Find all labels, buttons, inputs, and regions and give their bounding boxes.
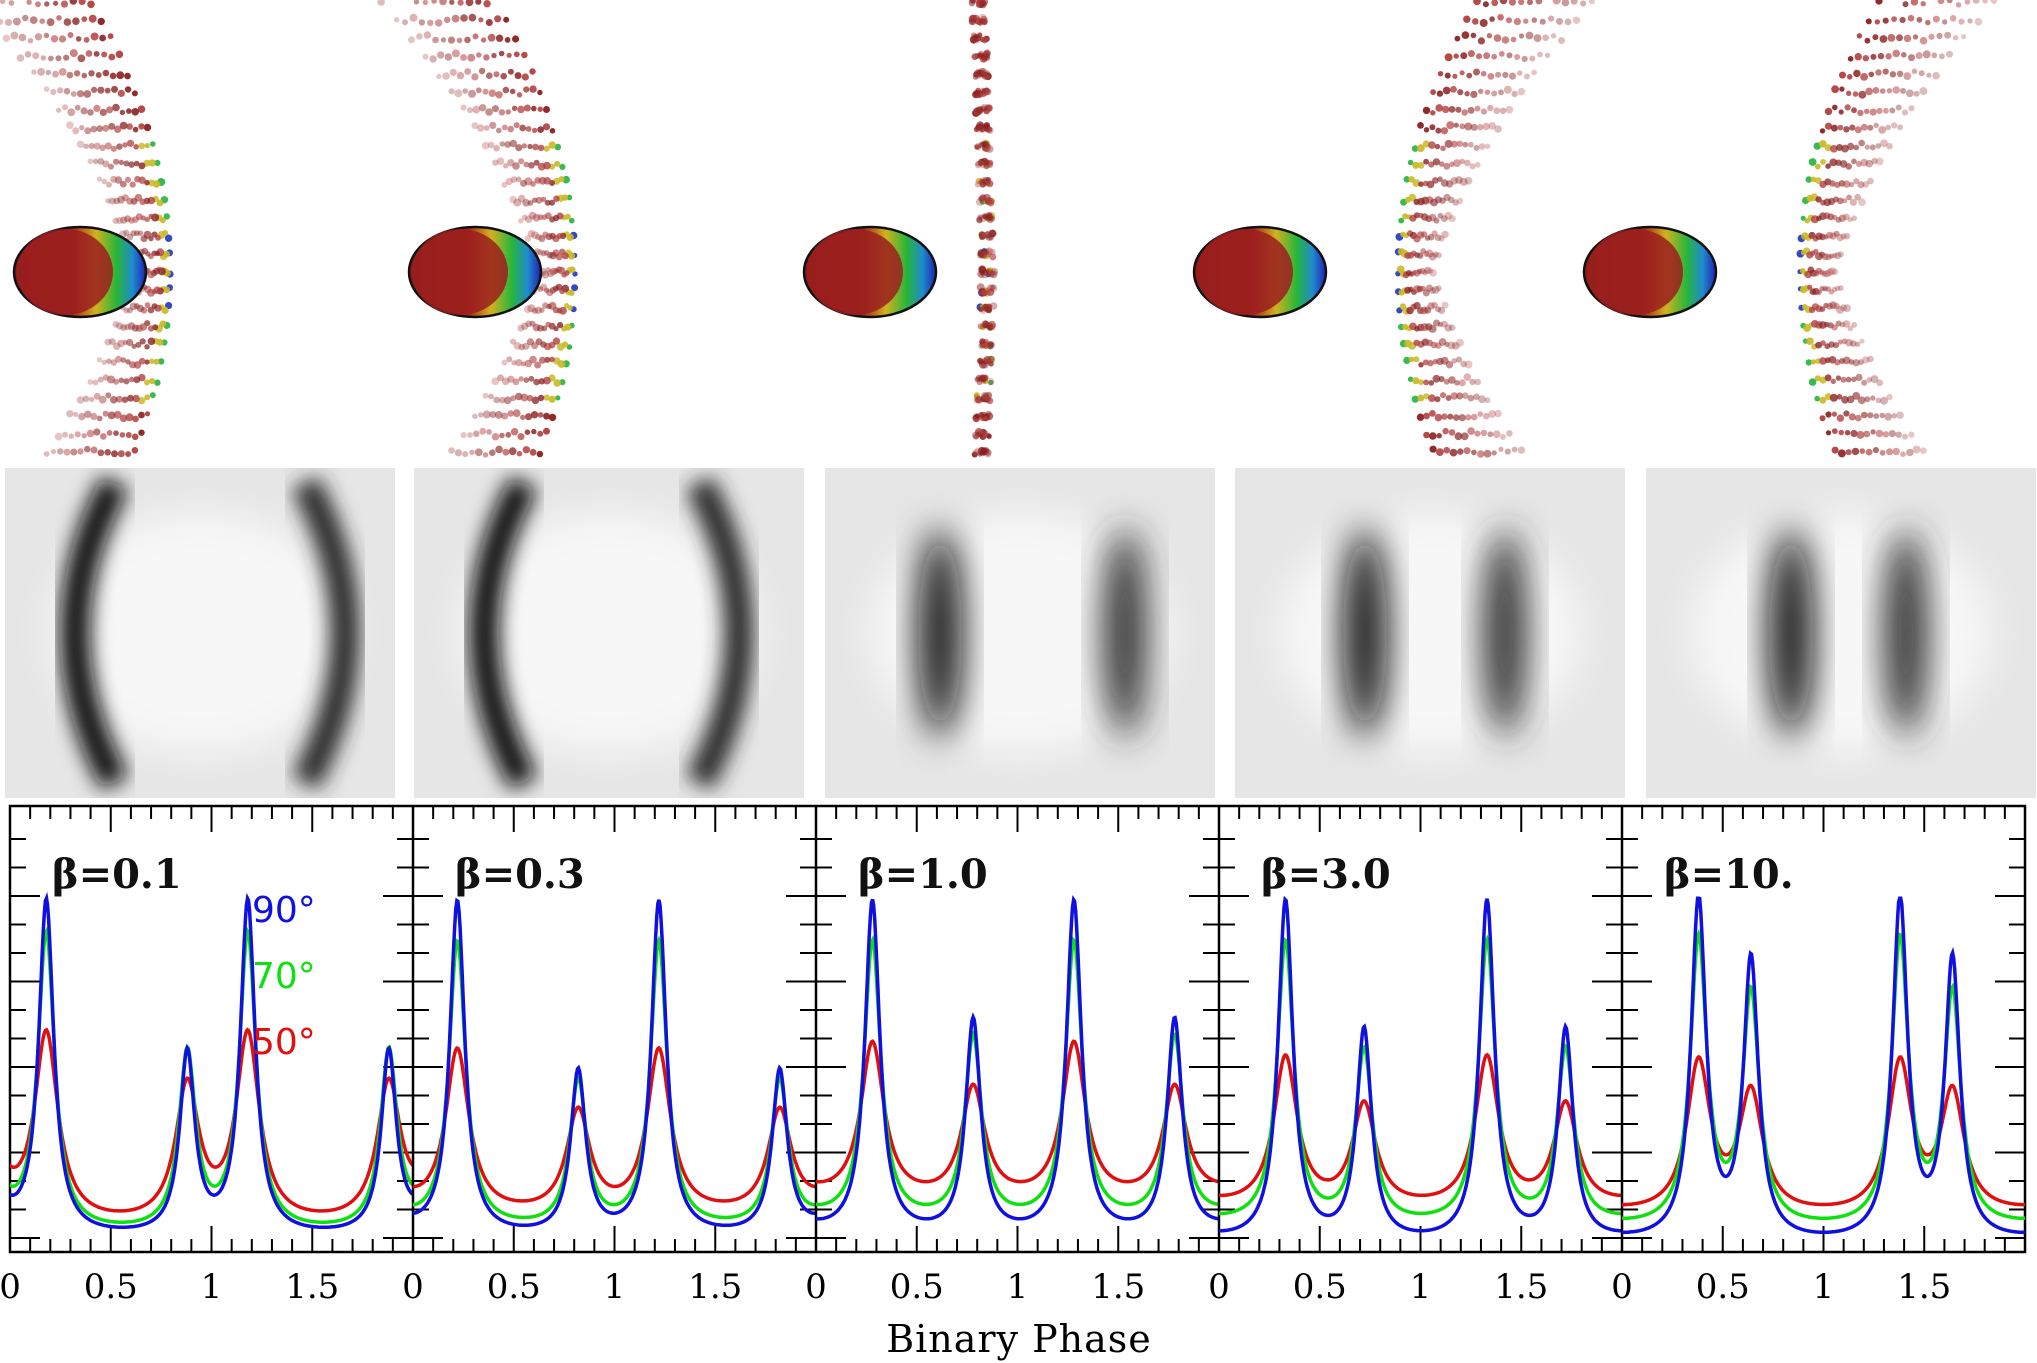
series-line-70deg — [1622, 928, 2025, 1221]
shock-render-3 — [802, 0, 999, 458]
legend-entry: 70° — [252, 956, 316, 997]
panel-label: β=1.0 — [858, 851, 988, 898]
simulation-3d-row — [0, 0, 1998, 458]
x-tick-label: 1.5 — [1494, 1267, 1548, 1307]
series-line-90deg — [1219, 895, 1622, 1233]
x-tick-label: 0.5 — [487, 1267, 541, 1307]
panel-label: β=0.1 — [52, 851, 182, 898]
panel-1: 0 0.5 1 1.5 β=0.1 — [0, 806, 413, 1307]
panel-label: β=0.3 — [455, 851, 585, 898]
panel-label: β=3.0 — [1261, 851, 1391, 898]
x-tick-label: 0 — [0, 1267, 21, 1307]
panel-3: 0 0.5 1 1.5 β=1.0 — [805, 806, 1219, 1307]
shock-render-4 — [1192, 0, 1595, 458]
x-tick-label: 0 — [1208, 1267, 1230, 1307]
gray-image-5 — [1646, 468, 2036, 798]
series-line-90deg — [1622, 896, 2025, 1235]
x-tick-label: 1 — [604, 1267, 626, 1307]
x-tick-label: 1 — [201, 1267, 223, 1307]
gray-image-2 — [414, 468, 804, 798]
legend-entry: 90° — [252, 890, 316, 931]
x-tick-label: 1 — [1007, 1267, 1029, 1307]
shock-render-2 — [377, 0, 579, 458]
series-line-50deg — [10, 1027, 413, 1213]
x-tick-label: 1 — [1410, 1267, 1432, 1307]
lightcurve-row: 0 0.5 1 1.5β=0.10 0.5 1 1.5β=0.30 0.5 1 1.5β=1.00… — [0, 804, 2027, 1307]
image-row — [5, 468, 2036, 798]
series-line-50deg — [1219, 1052, 1622, 1198]
series-line-70deg — [816, 935, 1219, 1207]
series-line-90deg — [413, 897, 816, 1228]
x-tick-label: 0 — [805, 1267, 827, 1307]
x-tick-label: 1.5 — [1897, 1267, 1951, 1307]
series-line-90deg — [10, 891, 413, 1230]
x-axis-label: Binary Phase — [886, 1317, 1152, 1361]
legend: 90° 70° 50° — [252, 890, 316, 1063]
panel-label: β=10. — [1664, 851, 1794, 898]
gray-image-3 — [825, 468, 1215, 798]
legend-entry: 50° — [252, 1022, 316, 1063]
series-line-50deg — [816, 1039, 1219, 1184]
shock-render-5 — [1582, 0, 1998, 458]
series-line-90deg — [816, 895, 1219, 1221]
x-tick-label: 0.5 — [84, 1267, 138, 1307]
series-line-70deg — [10, 926, 413, 1224]
x-tick-label: 0.5 — [1696, 1267, 1750, 1307]
x-tick-label: 0 — [402, 1267, 424, 1307]
gray-image-4 — [1235, 468, 1625, 798]
x-tick-label: 1 — [1813, 1267, 1835, 1307]
shock-render-1 — [0, 0, 174, 458]
panel-5: 0 0.5 1 1.5 β=10. — [1611, 806, 2025, 1307]
x-tick-label: 0.5 — [890, 1267, 944, 1307]
x-tick-label: 0.5 — [1293, 1267, 1347, 1307]
x-tick-label: 1.5 — [1091, 1267, 1145, 1307]
panel-2: 0 0.5 1 1.5 β=0.3 — [402, 806, 816, 1307]
panel-4: 0 0.5 1 1.5 β=3.0 — [1208, 806, 1622, 1307]
x-tick-label: 1.5 — [688, 1267, 742, 1307]
gray-image-1 — [5, 468, 395, 798]
x-tick-label: 1.5 — [285, 1267, 339, 1307]
series-line-70deg — [1219, 934, 1622, 1216]
x-tick-label: 0 — [1611, 1267, 1633, 1307]
